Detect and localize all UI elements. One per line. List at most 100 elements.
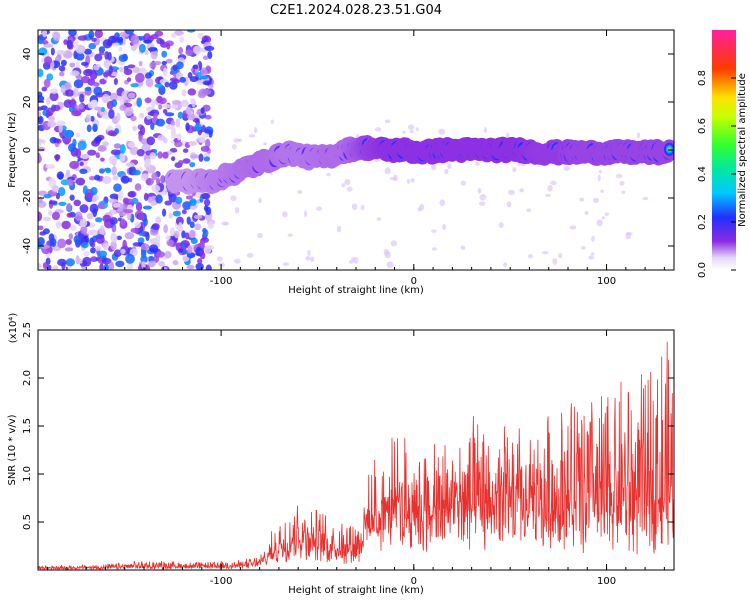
y-tick-label: -40 xyxy=(22,238,33,254)
noise-blob xyxy=(190,237,198,244)
noise-blob xyxy=(77,140,87,151)
noise-blob xyxy=(590,252,595,256)
noise-blob xyxy=(478,201,486,206)
noise-blob xyxy=(581,246,586,250)
noise-blob xyxy=(162,108,168,114)
noise-blob xyxy=(73,199,82,207)
noise-blob xyxy=(130,83,139,88)
noise-blob xyxy=(38,115,44,125)
snr-x-label: Height of straight line (km) xyxy=(288,585,424,596)
noise-blob xyxy=(140,125,146,136)
noise-blob xyxy=(118,46,123,52)
noise-blob xyxy=(102,176,112,185)
noise-blob xyxy=(282,262,290,267)
noise-blob xyxy=(141,261,146,269)
noise-blob xyxy=(116,112,121,122)
noise-blob xyxy=(390,240,398,247)
noise-blob xyxy=(90,115,95,122)
noise-blob xyxy=(38,262,42,269)
noise-blob xyxy=(579,197,585,202)
noise-blob xyxy=(303,210,308,218)
noise-blob xyxy=(107,130,116,137)
noise-blob xyxy=(297,189,303,195)
noise-blob xyxy=(376,217,382,221)
y-tick-label: 20 xyxy=(22,96,33,109)
noise-blob xyxy=(155,194,163,204)
noise-blob xyxy=(592,197,600,204)
noise-blob xyxy=(84,86,92,91)
noise-blob xyxy=(116,36,124,43)
noise-blob xyxy=(109,217,118,225)
noise-blob xyxy=(75,177,86,186)
noise-blob xyxy=(204,114,212,120)
noise-blob xyxy=(132,125,137,132)
noise-blob xyxy=(130,227,140,233)
noise-blob xyxy=(100,106,105,113)
noise-blob xyxy=(65,258,75,267)
noise-blob xyxy=(178,47,184,55)
noise-blob xyxy=(127,191,136,198)
noise-blob xyxy=(46,107,54,116)
y-tick-label: 2.5 xyxy=(22,322,33,338)
noise-blob xyxy=(46,97,51,106)
noise-blob xyxy=(130,34,140,45)
noise-blob xyxy=(184,232,190,240)
noise-blob xyxy=(63,129,73,138)
noise-blob xyxy=(189,76,199,83)
noise-blob xyxy=(110,240,117,251)
noise-blob xyxy=(68,143,76,153)
noise-blob xyxy=(175,61,184,70)
spectrogram-panel: -100 0 100 -40 -20 0 20 40 Height of straight … xyxy=(7,29,675,296)
noise-blob xyxy=(233,138,241,143)
noise-blob xyxy=(216,256,223,262)
noise-blob xyxy=(170,227,175,237)
noise-blob xyxy=(57,186,66,197)
snr-series-line xyxy=(38,341,674,570)
noise-blob xyxy=(190,198,197,207)
noise-blob xyxy=(85,114,92,123)
noise-blob xyxy=(143,192,149,201)
noise-blob xyxy=(48,177,57,188)
noise-blob xyxy=(48,200,58,205)
noise-blob xyxy=(171,156,176,162)
noise-blob xyxy=(65,169,71,178)
noise-blob xyxy=(544,193,552,197)
noise-blob xyxy=(117,190,124,201)
noise-blob xyxy=(202,133,210,138)
noise-blob xyxy=(43,194,52,199)
colorbar-gradient xyxy=(712,30,736,270)
noise-blob xyxy=(153,113,158,119)
noise-blob xyxy=(189,98,195,104)
noise-blob xyxy=(95,152,101,159)
noise-blob xyxy=(642,196,649,201)
noise-blob xyxy=(49,88,59,94)
noise-blob xyxy=(60,84,66,94)
noise-blob xyxy=(144,72,152,79)
noise-blob xyxy=(162,266,168,270)
noise-blob xyxy=(146,115,152,120)
noise-blob xyxy=(108,198,118,204)
noise-blob xyxy=(527,253,533,259)
noise-blob xyxy=(120,218,126,226)
noise-blob xyxy=(148,244,159,253)
noise-blob xyxy=(596,219,603,227)
noise-blob xyxy=(132,66,140,74)
noise-blob xyxy=(73,40,80,51)
noise-blob xyxy=(90,186,98,196)
noise-blob xyxy=(79,168,88,175)
noise-blob xyxy=(116,235,122,241)
noise-blob xyxy=(621,190,626,195)
noise-blob xyxy=(101,93,110,104)
noise-blob xyxy=(97,250,108,258)
y-tick-label: 40 xyxy=(22,48,33,61)
noise-blob xyxy=(95,217,103,223)
colorbar-ticks: 0.0 0.2 0.4 0.6 0.8 xyxy=(697,70,736,278)
noise-blob xyxy=(198,153,204,162)
spectrogram-y-label: Frequency (Hz) xyxy=(7,112,18,188)
x-tick-label: 100 xyxy=(597,276,616,287)
noise-blob xyxy=(146,136,156,146)
noise-blob xyxy=(393,174,398,182)
noise-blob xyxy=(131,197,139,205)
colorbar-tick-label: 0.6 xyxy=(697,118,708,134)
colorbar-tick-label: 0.4 xyxy=(697,166,708,182)
